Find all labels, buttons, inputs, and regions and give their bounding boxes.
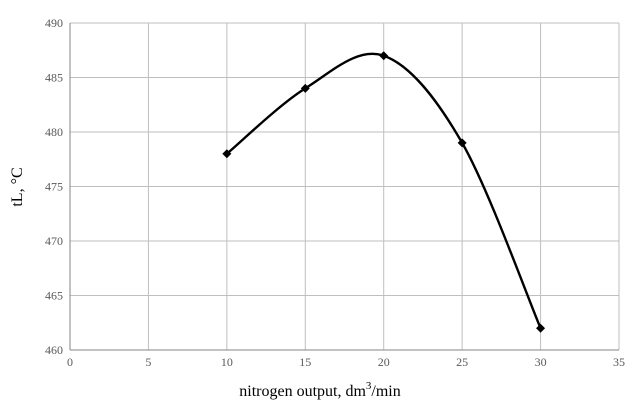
y-axis-title: tL, °C (9, 167, 26, 206)
grid (70, 22, 620, 350)
x-axis-title-superscript: 3 (366, 380, 372, 392)
series (222, 51, 546, 333)
y-tick-label: 485 (45, 71, 63, 85)
data-point-marker (222, 149, 232, 159)
x-axis-title: nitrogen output, dm3/min (239, 380, 401, 400)
data-point-marker (536, 323, 546, 333)
x-tick-label: 15 (299, 355, 311, 369)
tick-labels: 460 465 470 475 480 485 490 0 5 10 15 20 25 30 35 (45, 16, 625, 369)
x-tick-label: 25 (456, 355, 468, 369)
x-tick-label: 0 (67, 355, 73, 369)
data-point-marker (300, 83, 310, 93)
data-point-marker (457, 138, 467, 148)
y-tick-label: 490 (45, 16, 63, 30)
x-tick-label: 5 (145, 355, 151, 369)
y-tick-label: 465 (45, 289, 63, 303)
x-axis-title-main: nitrogen output, dm (239, 383, 366, 400)
series-line (226, 52, 542, 329)
x-tick-label: 20 (378, 355, 390, 369)
x-tick-label: 10 (221, 355, 233, 369)
x-tick-label: 30 (535, 355, 547, 369)
y-tick-label: 460 (45, 343, 63, 357)
y-tick-label: 470 (45, 234, 63, 248)
data-point-marker (379, 51, 389, 61)
x-axis-title-suffix: /min (371, 383, 400, 400)
y-tick-label: 480 (45, 125, 63, 139)
axes (69, 23, 619, 351)
x-tick-label: 35 (613, 355, 625, 369)
y-tick-label: 475 (45, 180, 63, 194)
